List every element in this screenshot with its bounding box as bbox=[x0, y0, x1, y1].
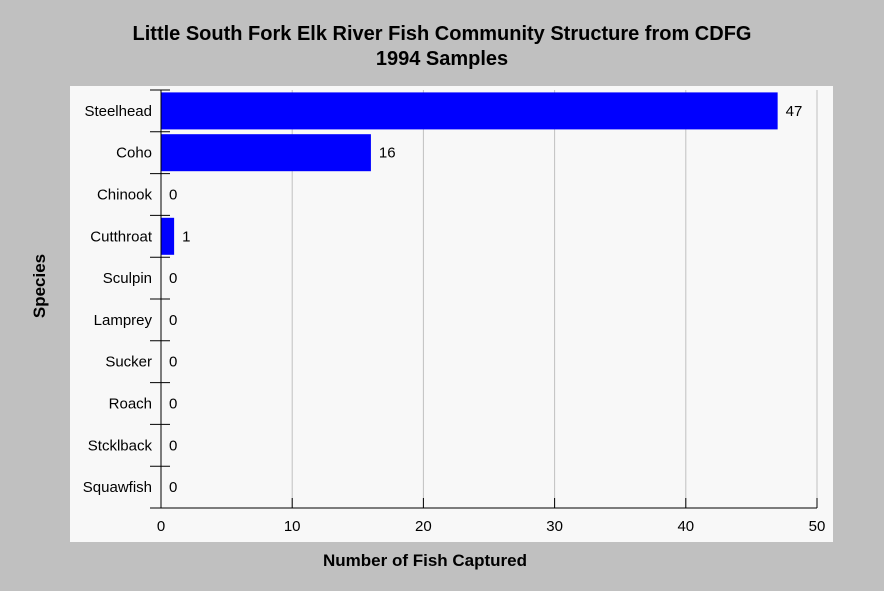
data-label-steelhead: 47 bbox=[786, 103, 803, 120]
data-label-chinook: 0 bbox=[169, 187, 177, 204]
category-label-stcklback: Stcklback bbox=[88, 437, 153, 454]
category-label-steelhead: Steelhead bbox=[84, 103, 152, 120]
data-label-cutthroat: 1 bbox=[182, 228, 190, 245]
x-tick-label-40: 40 bbox=[677, 518, 694, 535]
x-axis-title: Number of Fish Captured bbox=[322, 551, 527, 570]
axes bbox=[150, 89, 818, 509]
chart-title-line-1: Little South Fork Elk River Fish Communi… bbox=[132, 23, 752, 45]
data-label-stcklback: 0 bbox=[169, 437, 177, 454]
bar-cutthroat bbox=[161, 217, 175, 255]
x-tick-label-30: 30 bbox=[546, 518, 563, 535]
bar-coho bbox=[161, 134, 371, 172]
x-tick-label-20: 20 bbox=[415, 518, 432, 535]
bar-steelhead bbox=[161, 92, 778, 130]
category-label-chinook: Chinook bbox=[97, 187, 153, 204]
y-axis-title: Species bbox=[30, 253, 49, 319]
data-label-lamprey: 0 bbox=[169, 312, 177, 329]
category-label-cutthroat: Cutthroat bbox=[90, 228, 153, 245]
labels: 47 Steelhead 16 Coho 0 Chinook 1 Cutthroat 0 Scul… bbox=[83, 103, 826, 535]
data-label-roach: 0 bbox=[169, 396, 177, 413]
x-tick-label-50: 50 bbox=[809, 518, 826, 535]
data-label-coho: 16 bbox=[379, 145, 396, 162]
category-label-lamprey: Lamprey bbox=[94, 312, 153, 329]
data-label-sucker: 0 bbox=[169, 354, 177, 371]
data-label-squawfish: 0 bbox=[169, 479, 177, 496]
category-label-sculpin: Sculpin bbox=[103, 270, 152, 287]
chart-title: Little South Fork Elk River Fish Communi… bbox=[0, 22, 884, 72]
chart-title-line-2: 1994 Samples bbox=[375, 48, 509, 70]
category-label-sucker: Sucker bbox=[105, 354, 152, 371]
category-label-squawfish: Squawfish bbox=[83, 479, 152, 496]
category-label-coho: Coho bbox=[116, 145, 152, 162]
x-tick-label-10: 10 bbox=[284, 518, 301, 535]
x-tick-label-0: 0 bbox=[157, 518, 165, 535]
bars bbox=[161, 92, 778, 255]
data-label-sculpin: 0 bbox=[169, 270, 177, 287]
category-label-roach: Roach bbox=[109, 396, 152, 413]
